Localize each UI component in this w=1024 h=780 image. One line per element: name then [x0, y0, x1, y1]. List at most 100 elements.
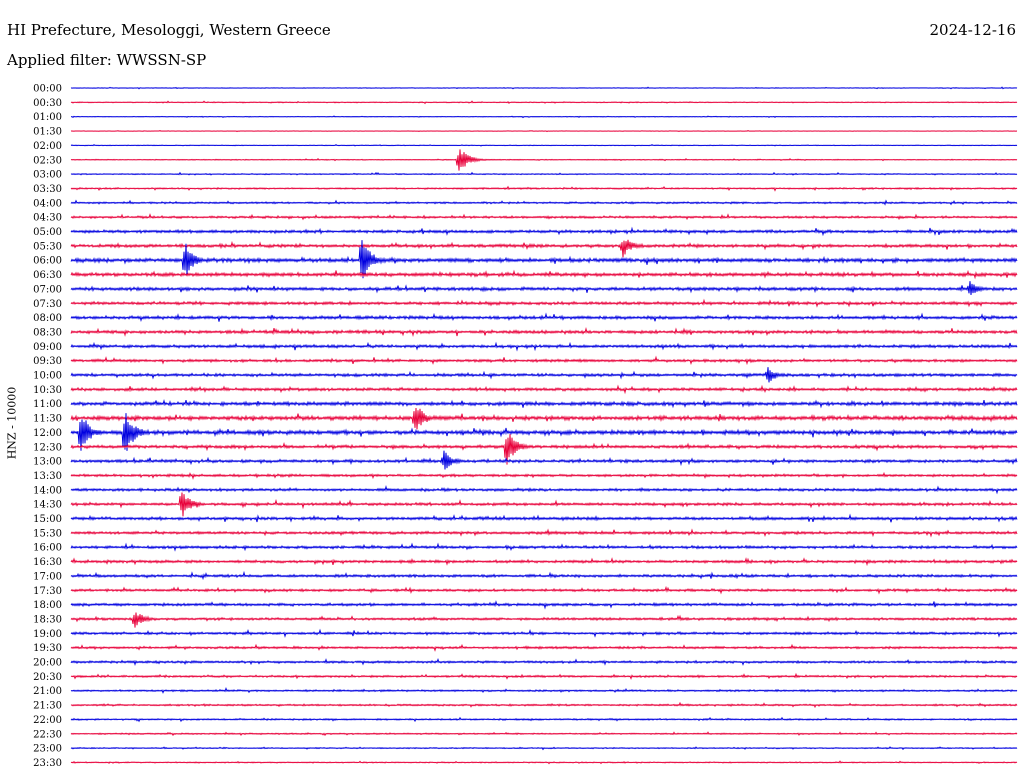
trace-line: [70, 746, 1018, 751]
time-label: 12:30: [33, 442, 62, 453]
time-label: 05:00: [33, 227, 62, 238]
trace-line: [70, 570, 1018, 581]
trace-line: [70, 171, 1018, 176]
trace-line: [70, 657, 1018, 666]
trace-line: [70, 341, 1018, 352]
trace-line: [70, 716, 1018, 723]
trace-line: [70, 367, 1018, 383]
trace-line: [70, 731, 1018, 737]
plot-title: HI Prefecture, Mesologgi, Western Greece: [7, 21, 331, 39]
trace-line: [70, 281, 1018, 296]
time-label: 10:00: [33, 371, 62, 382]
time-label: 21:00: [33, 686, 62, 697]
time-label: 17:30: [33, 586, 62, 597]
trace-line: [70, 492, 1018, 517]
filter-label: Applied filter: WWSSN-SP: [7, 51, 207, 69]
trace-line: [70, 199, 1018, 206]
time-label: 14:00: [33, 485, 62, 496]
time-label: 16:30: [33, 557, 62, 568]
trace-line: [70, 687, 1018, 694]
trace-line: [70, 355, 1018, 366]
trace-line: [70, 213, 1018, 221]
time-label: 10:30: [33, 385, 62, 396]
time-label: 20:30: [33, 672, 62, 683]
time-label: 12:00: [33, 428, 62, 439]
time-label: 13:00: [33, 457, 62, 468]
trace-line: [70, 149, 1018, 171]
trace-line: [70, 585, 1018, 595]
trace-line: [70, 312, 1018, 323]
time-label: 22:00: [33, 715, 62, 726]
plot-date: 2024-12-16: [929, 21, 1016, 39]
time-label: 06:00: [33, 256, 62, 267]
trace-line: [70, 115, 1018, 119]
time-label: 05:30: [33, 241, 62, 252]
trace-line: [70, 612, 1018, 628]
trace-line: [70, 760, 1018, 765]
trace-line: [70, 628, 1018, 638]
time-label: 13:30: [33, 471, 62, 482]
time-label: 22:30: [33, 729, 62, 740]
trace-line: [70, 144, 1018, 147]
time-label: 07:00: [33, 284, 62, 295]
trace-line: [70, 298, 1018, 308]
time-label: 04:00: [33, 198, 62, 209]
time-label: 01:00: [33, 112, 62, 123]
trace-line: [70, 407, 1018, 430]
trace-line: [70, 542, 1018, 552]
time-label: 00:00: [33, 84, 62, 95]
trace-line: [70, 86, 1018, 90]
time-label: 03:30: [33, 184, 62, 195]
time-label: 09:00: [33, 342, 62, 353]
trace-line: [70, 185, 1018, 192]
time-label: 02:30: [33, 155, 62, 166]
time-label: 08:30: [33, 327, 62, 338]
trace-line: [70, 513, 1018, 523]
trace-line: [70, 413, 1018, 451]
trace-line: [70, 384, 1018, 395]
time-label: 23:30: [33, 758, 62, 769]
time-label: 07:30: [33, 299, 62, 310]
trace-line: [70, 434, 1018, 465]
time-label: 15:30: [33, 528, 62, 539]
time-label: 16:00: [33, 543, 62, 554]
trace-line: [70, 100, 1018, 105]
time-label: 08:00: [33, 313, 62, 324]
time-label: 02:00: [33, 141, 62, 152]
time-label: 11:30: [33, 414, 62, 425]
time-label: 19:00: [33, 629, 62, 640]
time-label: 01:30: [33, 127, 62, 138]
time-label: 03:00: [33, 170, 62, 181]
time-label: 17:00: [33, 571, 62, 582]
time-label: 11:00: [33, 399, 62, 410]
trace-line: [70, 130, 1018, 133]
trace-line: [70, 269, 1018, 280]
trace-line: [70, 226, 1018, 237]
time-label: 09:30: [33, 356, 62, 367]
trace-line: [70, 528, 1018, 538]
time-label: 04:30: [33, 213, 62, 224]
time-label: 06:30: [33, 270, 62, 281]
trace-line: [70, 643, 1018, 652]
time-label: 00:30: [33, 98, 62, 109]
trace-line: [70, 450, 1018, 470]
time-label: 15:00: [33, 514, 62, 525]
time-label: 18:30: [33, 614, 62, 625]
time-label: 18:00: [33, 600, 62, 611]
trace-line: [70, 485, 1018, 495]
time-label: 21:30: [33, 701, 62, 712]
time-label: 20:00: [33, 658, 62, 669]
trace-line: [70, 557, 1018, 567]
trace-line: [70, 701, 1018, 709]
time-label: 19:30: [33, 643, 62, 654]
trace-line: [70, 239, 1018, 258]
trace-line: [70, 600, 1018, 610]
time-label: 23:00: [33, 744, 62, 755]
trace-line: [70, 240, 1018, 279]
time-label: 14:30: [33, 500, 62, 511]
trace-line: [70, 672, 1018, 680]
trace-line: [70, 399, 1018, 409]
trace-line: [70, 326, 1018, 337]
trace-line: [70, 471, 1018, 480]
